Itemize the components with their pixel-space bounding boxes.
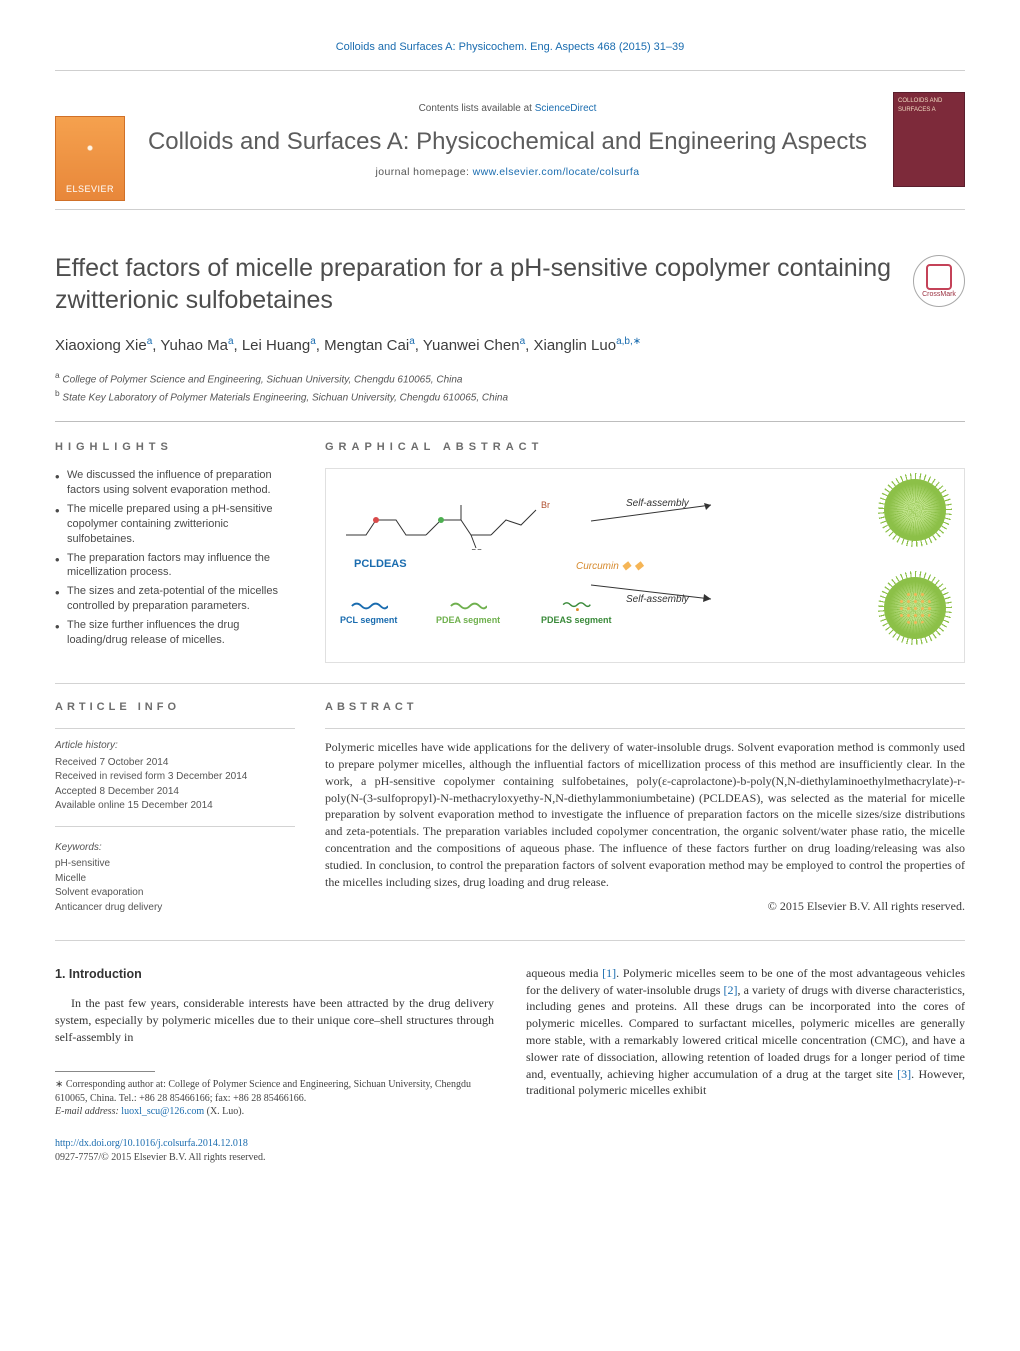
crossmark-badge[interactable]: CrossMark	[913, 255, 965, 307]
author-3-sup: a	[310, 336, 316, 347]
keyword: Solvent evaporation	[55, 886, 295, 901]
seg-pdeas-label: PDEAS segment	[541, 615, 612, 625]
author-list: Xiaoxiong Xiea, Yuhao Maa, Lei Huanga, M…	[55, 335, 965, 357]
contents-list-line: Contents lists available at ScienceDirec…	[145, 102, 870, 117]
body-text: aqueous media	[526, 966, 602, 980]
svg-text:SO₃⁻: SO₃⁻	[471, 548, 490, 550]
self-assembly-arrow-2: Self-assembly	[586, 577, 726, 613]
keyword: Anticancer drug delivery	[55, 901, 295, 916]
author-4-sup: a	[409, 336, 415, 347]
footnote-rule	[55, 1071, 155, 1072]
author-6-sup: a,b,	[616, 336, 633, 347]
doi-link[interactable]: http://dx.doi.org/10.1016/j.colsurfa.201…	[55, 1138, 248, 1149]
corresponding-footnote: ∗ Corresponding author at: College of Po…	[55, 1078, 494, 1119]
footnote-email-label: E-mail address:	[55, 1106, 121, 1117]
divider	[55, 683, 965, 684]
contents-prefix: Contents lists available at	[419, 103, 535, 114]
self-assembly-arrow-1: Self-assembly	[586, 499, 726, 535]
author-1-sup: a	[147, 336, 153, 347]
author-6: Xianglin Luo	[534, 337, 617, 354]
ref-link[interactable]: [2]	[724, 983, 738, 997]
seg-pdea-label: PDEA segment	[436, 615, 500, 625]
author-1: Xiaoxiong Xie	[55, 337, 147, 354]
divider	[55, 421, 965, 422]
author-2: Yuhao Ma	[160, 337, 228, 354]
highlights-head: HIGHLIGHTS	[55, 440, 295, 456]
copyright: © 2015 Elsevier B.V. All rights reserved…	[325, 898, 965, 915]
affiliation-b: State Key Laboratory of Polymer Material…	[62, 392, 508, 403]
history-head: Article history:	[55, 739, 295, 754]
crossmark-label: CrossMark	[922, 290, 956, 300]
ref-link[interactable]: [1]	[602, 966, 616, 980]
arrow2-label: Self-assembly	[626, 593, 689, 608]
corr-star: ∗	[633, 336, 641, 347]
arrow1-label: Self-assembly	[626, 497, 689, 512]
homepage-prefix: journal homepage:	[376, 166, 473, 178]
author-5-sup: a	[520, 336, 526, 347]
seg-pcl-label: PCL segment	[340, 615, 397, 625]
highlight-item: The preparation factors may influence th…	[55, 551, 295, 581]
keywords-block: Keywords: pH-sensitive Micelle Solvent e…	[55, 841, 295, 916]
sciencedirect-link[interactable]: ScienceDirect	[535, 103, 597, 114]
article-title: Effect factors of micelle preparation fo…	[55, 252, 893, 317]
graphical-abstract-head: GRAPHICAL ABSTRACT	[325, 440, 965, 456]
author-2-sup: a	[228, 336, 234, 347]
blank-micelle-icon	[884, 479, 946, 541]
seg-pcl: PCL segment	[340, 599, 397, 628]
article-info-head: ARTICLE INFO	[55, 700, 295, 716]
author-5: Yuanwei Chen	[423, 337, 520, 354]
history-accepted: Accepted 8 December 2014	[55, 785, 295, 800]
history-received: Received 7 October 2014	[55, 756, 295, 771]
elsevier-logo: ELSEVIER	[55, 116, 125, 201]
keyword: Micelle	[55, 872, 295, 887]
chem-structure-icon: Br SO₃⁻	[340, 479, 560, 549]
history-revised: Received in revised form 3 December 2014	[55, 770, 295, 785]
seg-pdea: PDEA segment	[436, 599, 500, 628]
keywords-head: Keywords:	[55, 841, 295, 856]
divider	[55, 826, 295, 827]
elsevier-logo-text: ELSEVIER	[66, 183, 114, 196]
drug-micelle-icon	[884, 577, 946, 639]
footnote-email-post: (X. Luo).	[204, 1106, 244, 1117]
highlight-item: The size further influences the drug loa…	[55, 618, 295, 648]
journal-name: Colloids and Surfaces A: Physicochemical…	[145, 127, 870, 157]
svg-text:Br: Br	[541, 500, 550, 510]
footnote-email-link[interactable]: luoxl_scu@126.com	[121, 1106, 204, 1117]
curcumin-label: Curcumin	[576, 561, 619, 572]
author-3: Lei Huang	[242, 337, 310, 354]
abstract-text: Polymeric micelles have wide application…	[325, 739, 965, 890]
highlights-list: We discussed the influence of preparatio…	[55, 468, 295, 647]
divider	[325, 728, 965, 729]
journal-cover-thumb: COLLOIDS AND SURFACES A	[893, 92, 965, 187]
highlight-item: The sizes and zeta-potential of the mice…	[55, 584, 295, 614]
highlight-item: The micelle prepared using a pH-sensitiv…	[55, 502, 295, 547]
header-citation: Colloids and Surfaces A: Physicochem. En…	[55, 40, 965, 56]
body-paragraph: aqueous media [1]. Polymeric micelles se…	[526, 965, 965, 1099]
graphical-abstract: Br SO₃⁻ PCLDEAS PCL segment PDEA segment	[325, 468, 965, 663]
doi-issn: 0927-7757/© 2015 Elsevier B.V. All right…	[55, 1152, 265, 1163]
copolymer-label: PCLDEAS	[354, 557, 407, 573]
author-4: Mengtan Cai	[324, 337, 409, 354]
keyword: pH-sensitive	[55, 857, 295, 872]
divider	[55, 728, 295, 729]
ref-link[interactable]: [3]	[897, 1067, 911, 1081]
drug-label: Curcumin ◆ ◆	[576, 557, 643, 575]
body-paragraph: In the past few years, considerable inte…	[55, 995, 494, 1045]
footnote-corr: ∗ Corresponding author at: College of Po…	[55, 1078, 494, 1105]
homepage-line: journal homepage: www.elsevier.com/locat…	[145, 165, 870, 180]
section-intro-head: 1. Introduction	[55, 965, 494, 983]
affiliations: a College of Polymer Science and Enginee…	[55, 369, 965, 406]
highlight-item: We discussed the influence of preparatio…	[55, 468, 295, 498]
homepage-link[interactable]: www.elsevier.com/locate/colsurfa	[473, 166, 640, 178]
doi-block: http://dx.doi.org/10.1016/j.colsurfa.201…	[55, 1137, 494, 1166]
abstract-head: ABSTRACT	[325, 700, 965, 716]
masthead: ELSEVIER Contents lists available at Sci…	[55, 70, 965, 210]
affiliation-a: College of Polymer Science and Engineeri…	[62, 374, 462, 385]
history-online: Available online 15 December 2014	[55, 799, 295, 814]
divider	[55, 940, 965, 941]
article-history: Article history: Received 7 October 2014…	[55, 739, 295, 814]
